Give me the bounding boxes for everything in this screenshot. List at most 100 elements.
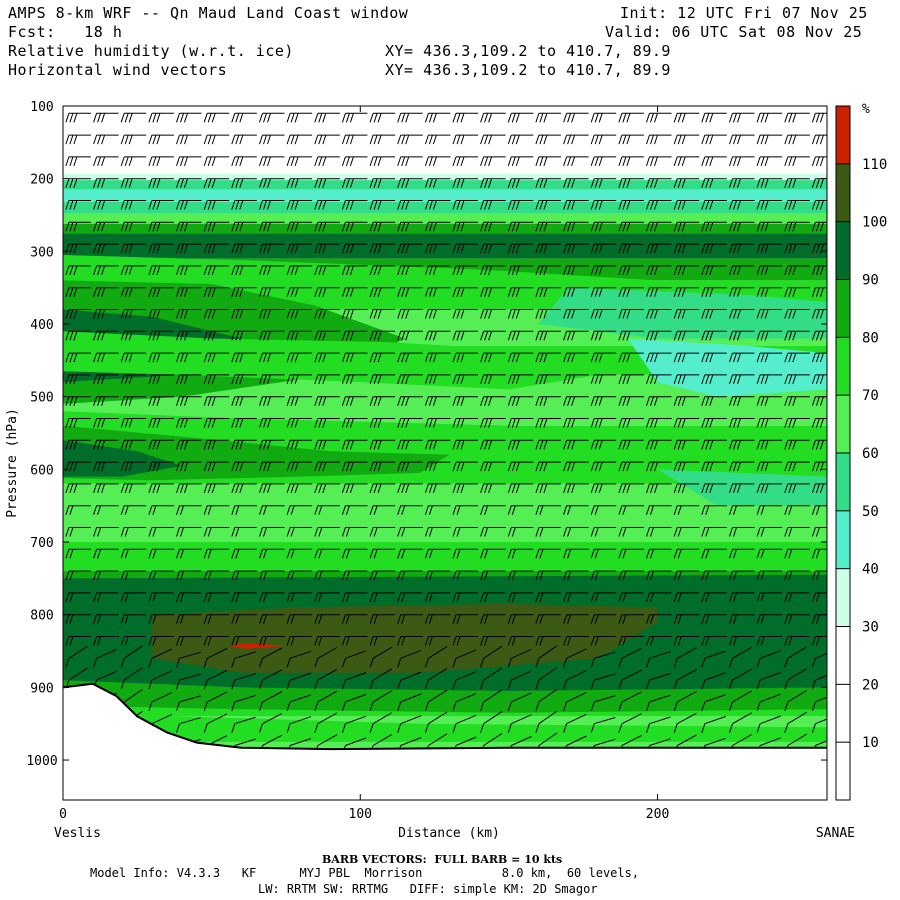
wind-barb-feather bbox=[729, 549, 733, 559]
wind-barb bbox=[369, 265, 396, 276]
wind-barb-feather bbox=[73, 222, 78, 232]
wind-barb-feather bbox=[318, 178, 323, 188]
wind-barb-feather bbox=[373, 113, 378, 123]
wind-barb-feather bbox=[369, 505, 374, 515]
wind-barb-feather bbox=[511, 309, 516, 319]
wind-barb-feather bbox=[231, 570, 236, 581]
wind-barb-feather bbox=[792, 483, 797, 494]
wind-barb-feather bbox=[322, 265, 327, 276]
wind-barb-feather bbox=[705, 178, 710, 188]
wind-barb bbox=[341, 650, 367, 668]
wind-barb-feather bbox=[480, 527, 485, 537]
wind-barb-feather bbox=[286, 178, 291, 188]
wind-barb-feather bbox=[263, 134, 267, 145]
wind-barb-feather bbox=[567, 483, 572, 494]
wind-barb-feather bbox=[314, 178, 319, 188]
wind-barb-feather bbox=[484, 592, 489, 603]
wind-barb-feather bbox=[428, 592, 433, 603]
wind-barb-shaft bbox=[400, 693, 422, 703]
wind-barb bbox=[646, 694, 671, 712]
wind-barb bbox=[286, 134, 313, 145]
wind-barb bbox=[618, 614, 644, 624]
wind-barb-feather bbox=[650, 461, 654, 472]
wind-barb-shaft bbox=[732, 690, 752, 703]
wind-barb-feather bbox=[594, 527, 599, 537]
wind-barb bbox=[259, 243, 285, 254]
wind-barb-feather bbox=[784, 723, 789, 733]
wind-barb-feather bbox=[401, 200, 406, 210]
wind-barb-feather bbox=[180, 527, 184, 537]
wind-barb-feather bbox=[756, 483, 761, 494]
wind-barb-feather bbox=[128, 396, 133, 406]
wind-barb-feather bbox=[428, 265, 433, 276]
wind-barb bbox=[756, 156, 783, 167]
wind-barb bbox=[120, 374, 147, 385]
rh-region bbox=[63, 712, 827, 742]
wind-barb-feather bbox=[263, 265, 267, 276]
wind-barb-feather bbox=[737, 461, 741, 472]
wind-barb-feather bbox=[654, 374, 658, 385]
wind-barb-feather bbox=[488, 331, 493, 341]
wind-barb bbox=[259, 156, 285, 167]
rh-region bbox=[538, 287, 827, 339]
wind-barb-feather bbox=[819, 222, 824, 232]
wind-barb-feather bbox=[784, 374, 789, 385]
wind-barb-feather bbox=[156, 396, 161, 406]
wind-barb-feather bbox=[180, 483, 184, 494]
wind-barb-feather bbox=[235, 418, 240, 428]
wind-barb-feather bbox=[120, 309, 125, 319]
wind-barb-feather bbox=[618, 134, 623, 145]
wind-barb-feather bbox=[563, 374, 568, 385]
wind-barb-feather bbox=[622, 134, 627, 145]
wind-barb-feather bbox=[452, 113, 457, 123]
wind-barb bbox=[729, 265, 755, 276]
wind-barb-feather bbox=[314, 265, 319, 276]
wind-barb-feather bbox=[267, 178, 271, 188]
wind-barb-feather bbox=[673, 658, 678, 668]
wind-barb bbox=[203, 374, 230, 385]
wind-barb-feather bbox=[69, 636, 74, 646]
wind-barb-feather bbox=[397, 505, 402, 515]
model-info-line2: LW: RRTM SW: RRTMG DIFF: simple KM: 2D S… bbox=[258, 882, 598, 896]
wind-barb bbox=[618, 287, 644, 297]
wind-barb-feather bbox=[211, 287, 216, 297]
wind-barb-feather bbox=[792, 156, 797, 167]
wind-barb bbox=[618, 243, 644, 254]
end-location-label: SANAE bbox=[816, 826, 855, 841]
wind-barb bbox=[93, 527, 119, 537]
wind-barb-shaft bbox=[676, 712, 697, 725]
wind-barb bbox=[286, 592, 313, 603]
wind-barb-feather bbox=[535, 701, 540, 712]
wind-barb-feather bbox=[677, 549, 682, 559]
wind-barb-feather bbox=[654, 461, 658, 472]
wind-barb bbox=[535, 352, 561, 363]
wind-barb-feather bbox=[571, 331, 576, 341]
wind-barb-feather bbox=[515, 200, 520, 210]
wind-barb-shaft bbox=[787, 711, 807, 725]
wind-barb bbox=[784, 570, 810, 581]
wind-barb bbox=[563, 330, 589, 341]
wind-barb-feather bbox=[341, 309, 346, 319]
wind-barb bbox=[646, 636, 672, 646]
rh-region bbox=[152, 603, 658, 673]
wind-barb-feather bbox=[322, 243, 327, 254]
wind-barb-feather bbox=[756, 222, 761, 232]
wind-barb-shaft bbox=[345, 737, 367, 746]
wind-barb-feather bbox=[314, 636, 319, 646]
wind-barb bbox=[811, 483, 827, 494]
wind-barb-feather bbox=[176, 200, 180, 210]
wind-barb-feather bbox=[811, 701, 816, 712]
wind-barb-feather bbox=[701, 679, 706, 690]
wind-barb bbox=[203, 243, 230, 254]
wind-barb bbox=[480, 548, 506, 559]
wind-barb-feather bbox=[397, 134, 402, 145]
wind-barb-feather bbox=[148, 658, 153, 668]
wind-barb bbox=[424, 221, 451, 232]
wind-barb-shaft bbox=[428, 667, 448, 681]
wind-barb bbox=[369, 330, 396, 341]
wind-barb bbox=[369, 221, 396, 232]
wind-barb-feather bbox=[733, 636, 737, 646]
wind-barb-feather bbox=[128, 331, 133, 341]
wind-barb-feather bbox=[294, 331, 299, 341]
wind-barb bbox=[507, 505, 534, 515]
